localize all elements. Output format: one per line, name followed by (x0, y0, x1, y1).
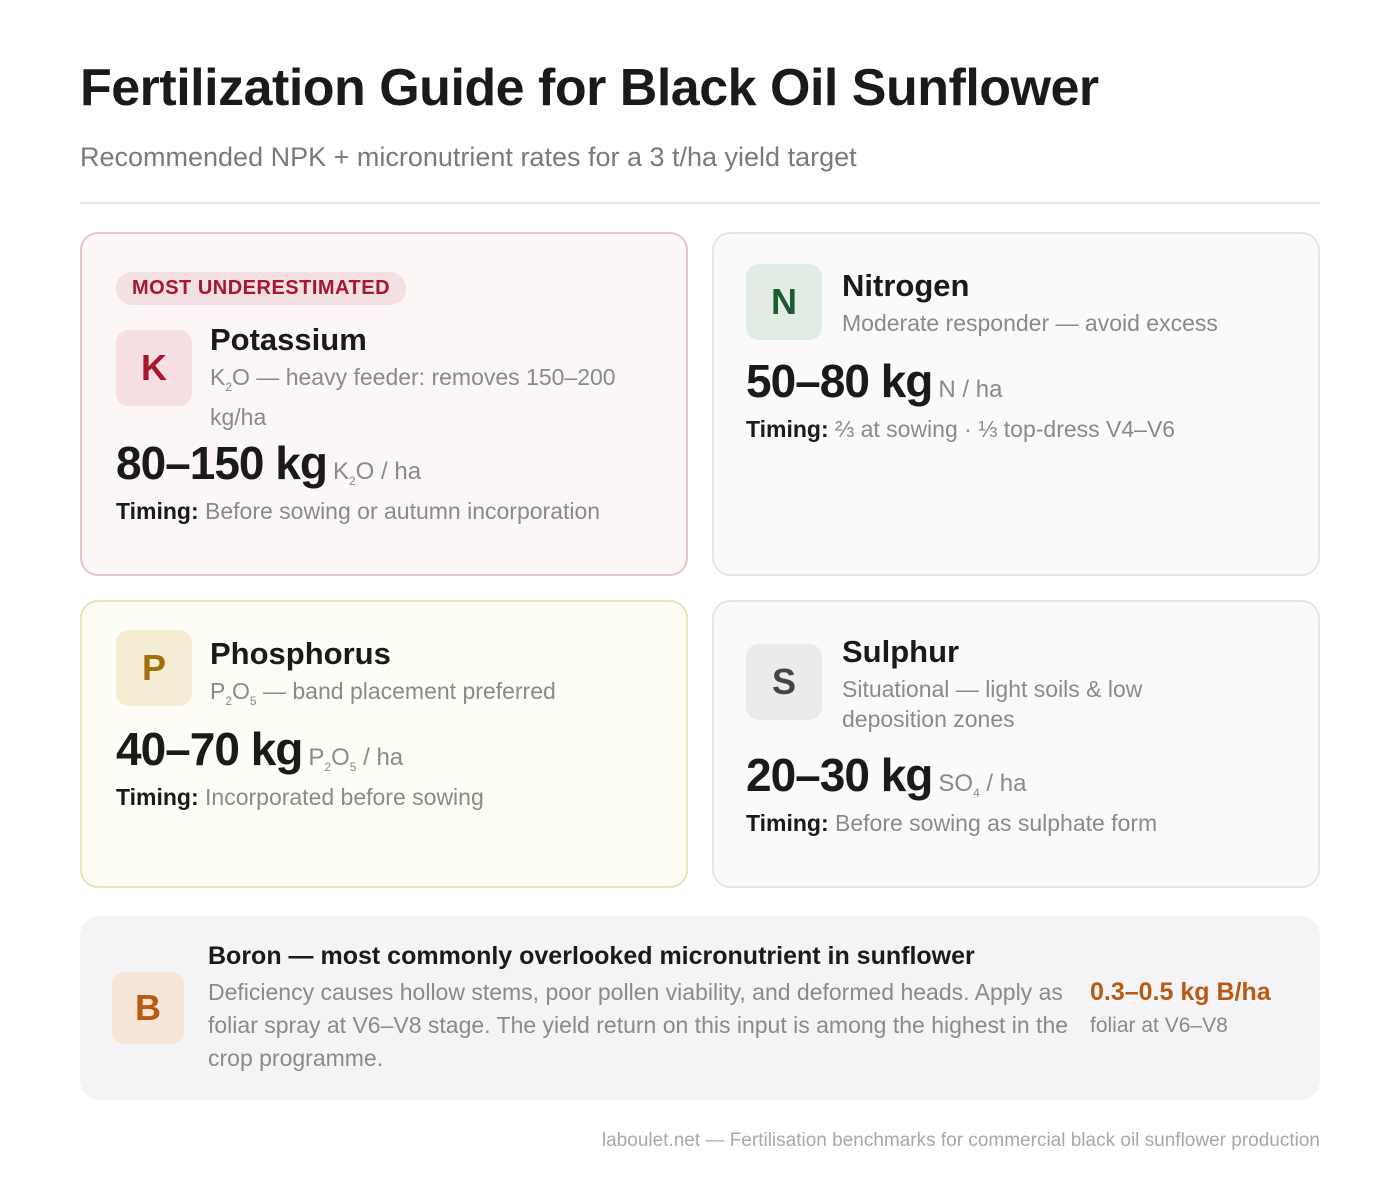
subscript: 2 (225, 694, 233, 708)
footer-source: laboulet.net — Fertilisation benchmarks … (601, 1130, 1320, 1151)
page-subtitle: Recommended NPK + micronutrient rates fo… (80, 142, 857, 172)
timing-value: Incorporated before sowing (205, 784, 484, 810)
rate-amount: 20–30 kg (746, 749, 933, 801)
text-segment: O (232, 678, 250, 704)
potassium-card: MOST UNDERESTIMATED K Potassium K2O — he… (80, 232, 688, 576)
timing: Timing: Before sowing or autumn incorpor… (116, 498, 600, 525)
text-segment: P (210, 678, 226, 704)
timing-value: Before sowing as sulphate form (835, 810, 1158, 836)
subscript: 2 (324, 760, 332, 774)
boron-letter-icon: B (112, 972, 184, 1044)
potassium-letter-icon: K (116, 330, 192, 406)
timing-value: Before sowing or autumn incorporation (205, 498, 601, 524)
timing-label: Timing: (746, 416, 829, 442)
sulphur-letter-icon: S (746, 644, 822, 720)
subscript: 4 (973, 786, 980, 800)
text-segment: SO (938, 770, 974, 797)
text-segment: / ha (979, 770, 1027, 797)
boron-callout: B Boron — most commonly overlooked micro… (80, 916, 1320, 1100)
nutrient-name: Phosphorus (210, 636, 391, 671)
text-segment: Moderate responder — avoid excess (842, 310, 1218, 336)
sulphur-card: S Sulphur Situational — light soils & lo… (712, 600, 1320, 888)
page-title: Fertilization Guide for Black Oil Sunflo… (80, 59, 1099, 117)
timing-label: Timing: (116, 784, 199, 810)
text-segment: Situational — light soils & low depositi… (842, 676, 1143, 732)
rate-value: 50–80 kg N / ha (746, 354, 1002, 408)
nutrient-description: Moderate responder — avoid excess (842, 308, 1292, 338)
most-underestimated-badge: MOST UNDERESTIMATED (116, 272, 407, 305)
subscript: 2 (225, 380, 233, 394)
nutrient-name: Nitrogen (842, 268, 970, 303)
text-segment: — band placement preferred (256, 678, 556, 704)
boron-heading: Boron — most commonly overlooked micronu… (208, 942, 975, 970)
text-segment: O / ha (355, 458, 422, 485)
rate-amount: 50–80 kg (746, 355, 933, 407)
phosphorus-card: P Phosphorus P2O5 — band placement prefe… (80, 600, 688, 888)
rate-amount: 80–150 kg (116, 437, 328, 489)
nitrogen-letter-icon: N (746, 264, 822, 340)
subscript: 2 (348, 474, 356, 488)
timing-label: Timing: (746, 810, 829, 836)
subscript: 5 (249, 694, 257, 708)
text-segment: N / ha (938, 376, 1003, 403)
timing-value: ⅔ at sowing · ⅓ top-dress V4–V6 (835, 416, 1176, 442)
subscript: 5 (349, 760, 357, 774)
timing: Timing: ⅔ at sowing · ⅓ top-dress V4–V6 (746, 416, 1175, 443)
timing: Timing: Incorporated before sowing (116, 784, 484, 811)
text-segment: P (308, 744, 325, 771)
divider (80, 202, 1320, 204)
boron-description: Deficiency causes hollow stems, poor pol… (208, 979, 1069, 1071)
text-segment: / ha (356, 744, 404, 771)
rate-amount: 40–70 kg (116, 723, 303, 775)
nutrient-name: Potassium (210, 322, 367, 357)
rate-unit: SO4 / ha (938, 770, 1027, 800)
rate-value: 80–150 kg K2O / ha (116, 436, 421, 490)
rate-unit: N / ha (938, 376, 1002, 403)
rate-value: 40–70 kg P2O5 / ha (116, 722, 403, 776)
text-segment: O — heavy feeder: removes 150–200 kg/ha (210, 364, 616, 430)
timing: Timing: Before sowing as sulphate form (746, 810, 1157, 837)
nutrient-description: K2O — heavy feeder: removes 150–200 kg/h… (210, 362, 660, 432)
nitrogen-card: N Nitrogen Moderate responder — avoid ex… (712, 232, 1320, 576)
rate-value: 20–30 kg SO4 / ha (746, 748, 1026, 802)
timing-label: Timing: (116, 498, 199, 524)
nutrient-description: P2O5 — band placement preferred (210, 676, 660, 716)
rate-unit: P2O5 / ha (308, 744, 404, 774)
nutrient-description: Situational — light soils & low depositi… (842, 674, 1202, 734)
phosphorus-letter-icon: P (116, 630, 192, 706)
nutrient-name: Sulphur (842, 634, 960, 669)
text-segment: K (332, 458, 349, 485)
boron-rate-note: foliar at V6–V8 (1090, 1014, 1228, 1037)
text-segment: K (210, 364, 226, 390)
boron-rate: 0.3–0.5 kg B/ha (1090, 978, 1271, 1006)
rate-unit: K2O / ha (332, 458, 422, 488)
text-segment: O (331, 744, 350, 771)
